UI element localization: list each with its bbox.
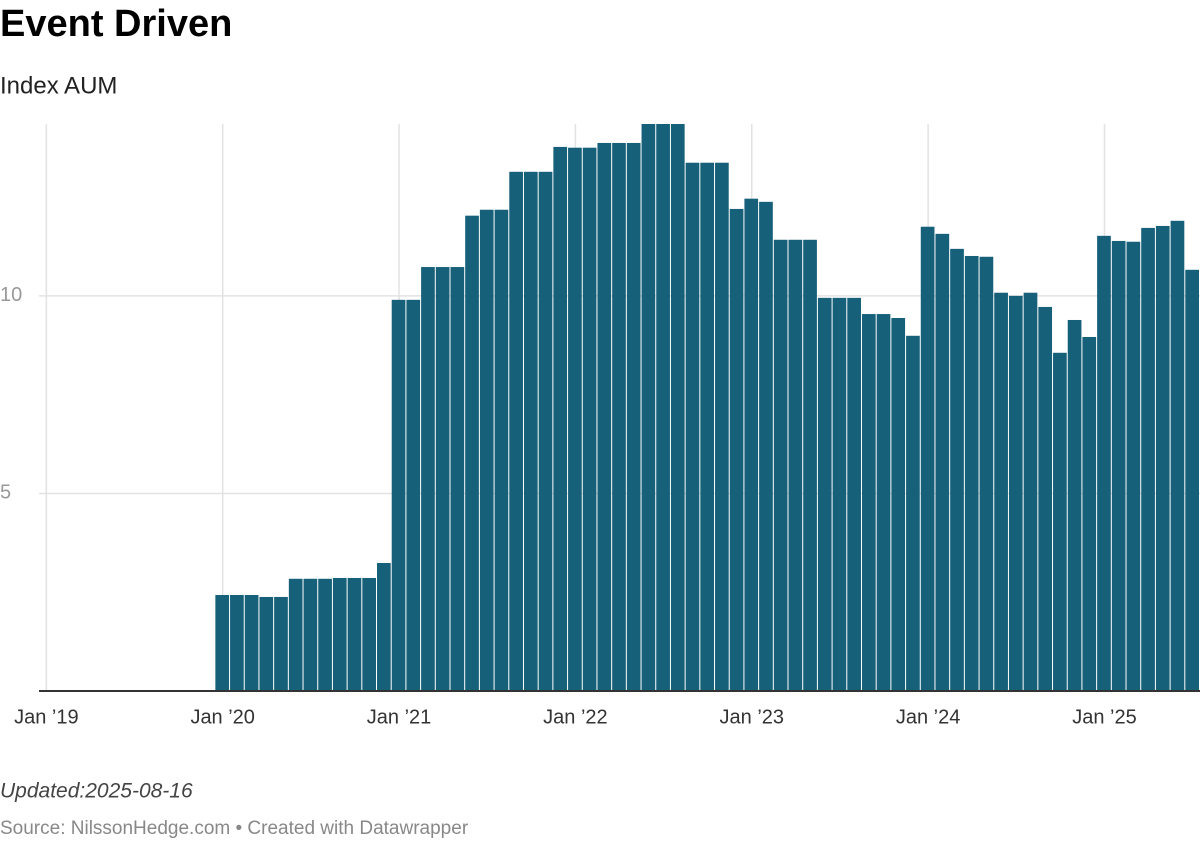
bar: [450, 267, 465, 691]
bar: [906, 335, 920, 691]
bar: [332, 577, 347, 691]
y-tick-label: 5: [0, 482, 11, 504]
x-tick-label: Jan ’19: [14, 706, 79, 728]
bar: [891, 318, 906, 691]
bar: [876, 314, 891, 691]
bar: [817, 297, 832, 691]
bar: [935, 233, 950, 691]
bar: [964, 255, 979, 691]
bar: [421, 267, 435, 691]
bar: [1082, 336, 1097, 691]
bar: [656, 124, 670, 691]
chart-title: Event Driven: [0, 3, 232, 45]
bar: [318, 578, 332, 691]
bar: [641, 124, 656, 691]
bar: [362, 577, 377, 691]
bar: [479, 209, 494, 692]
bar: [523, 171, 538, 691]
bar: [494, 209, 509, 692]
bar: [861, 314, 876, 691]
bar: [274, 596, 288, 691]
bar: [612, 142, 626, 692]
bar: [391, 299, 406, 691]
bar: [347, 577, 362, 691]
bar: [773, 239, 788, 691]
bar: [538, 171, 553, 691]
bar: [994, 292, 1008, 691]
bar: [435, 267, 450, 691]
source: Source: NilssonHedge.com • Created with …: [0, 818, 469, 839]
x-tick-label: Jan ’23: [720, 706, 785, 728]
bar: [700, 162, 715, 692]
bar: [465, 215, 479, 692]
bar: [920, 226, 935, 692]
bar: [950, 248, 964, 692]
bar: [244, 594, 259, 691]
bar: [1111, 240, 1126, 691]
bar: [832, 297, 847, 691]
bar: [1185, 269, 1199, 691]
bar: [685, 162, 700, 692]
bar: [1170, 220, 1185, 691]
bar: [377, 562, 391, 691]
note: Updated:2025-08-16: [0, 780, 193, 803]
bar: [1053, 352, 1067, 691]
bar: [759, 201, 773, 691]
bar: [1067, 319, 1082, 691]
x-tick-label: Jan ’25: [1072, 706, 1137, 728]
bar: [568, 147, 582, 691]
x-tick-label: Jan ’20: [190, 706, 255, 728]
bar: [788, 239, 803, 691]
bar: [979, 256, 994, 691]
bar: [1038, 306, 1053, 691]
bar: [509, 171, 523, 691]
bar: [744, 198, 759, 692]
bar: [729, 208, 744, 691]
bar: [230, 594, 244, 691]
chart-subtitle: Index AUM: [0, 72, 117, 99]
bar: [597, 142, 612, 692]
bar: [582, 147, 597, 691]
bar: [1097, 235, 1111, 691]
bar: [1126, 241, 1141, 691]
bar: [715, 162, 729, 692]
bar: [1023, 292, 1038, 691]
y-tick-label: 10: [0, 284, 22, 306]
bar: [1008, 295, 1023, 691]
bar: [303, 578, 318, 691]
bar: [288, 578, 303, 691]
bar: [215, 594, 230, 691]
bar: [847, 297, 861, 691]
x-tick-label: Jan ’22: [543, 706, 608, 728]
bar: [803, 239, 817, 691]
x-tick-label: Jan ’21: [367, 706, 432, 728]
bar: [626, 142, 641, 692]
bar: [259, 596, 274, 691]
bar: [1155, 225, 1170, 691]
bar: [670, 124, 685, 691]
x-tick-label: Jan ’24: [896, 706, 961, 728]
bar: [406, 299, 421, 691]
bar: [1141, 227, 1155, 692]
bar: [553, 146, 568, 692]
